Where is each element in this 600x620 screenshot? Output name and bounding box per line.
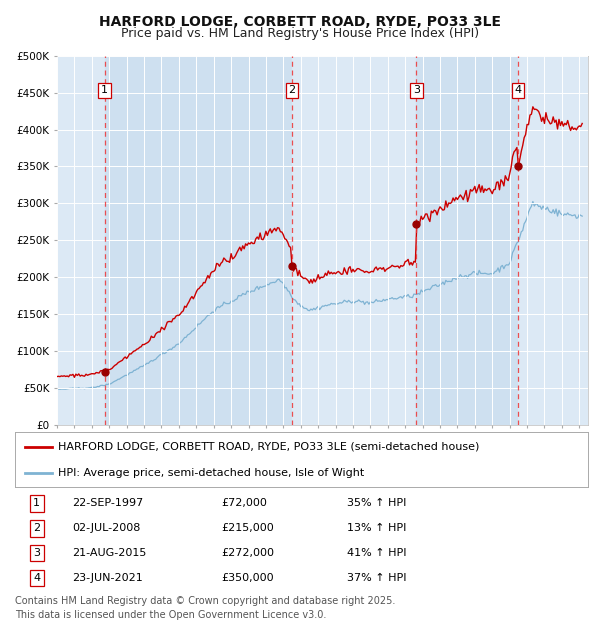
- Text: Contains HM Land Registry data © Crown copyright and database right 2025.
This d: Contains HM Land Registry data © Crown c…: [15, 596, 395, 619]
- Text: 2: 2: [33, 523, 40, 533]
- Text: £272,000: £272,000: [221, 548, 274, 558]
- Text: HARFORD LODGE, CORBETT ROAD, RYDE, PO33 3LE (semi-detached house): HARFORD LODGE, CORBETT ROAD, RYDE, PO33 …: [58, 442, 479, 452]
- Bar: [292, 56, 416, 425]
- Text: £350,000: £350,000: [221, 573, 274, 583]
- Bar: [57, 56, 104, 425]
- Text: 23-JUN-2021: 23-JUN-2021: [73, 573, 143, 583]
- Text: 35% ↑ HPI: 35% ↑ HPI: [347, 498, 407, 508]
- Bar: [518, 56, 588, 425]
- Text: 1: 1: [33, 498, 40, 508]
- Bar: [416, 56, 518, 425]
- Text: 02-JUL-2008: 02-JUL-2008: [73, 523, 140, 533]
- Text: 1: 1: [101, 86, 108, 95]
- Text: HPI: Average price, semi-detached house, Isle of Wight: HPI: Average price, semi-detached house,…: [58, 468, 364, 478]
- Text: HARFORD LODGE, CORBETT ROAD, RYDE, PO33 3LE: HARFORD LODGE, CORBETT ROAD, RYDE, PO33 …: [99, 15, 501, 29]
- Text: 3: 3: [413, 86, 420, 95]
- Text: Price paid vs. HM Land Registry's House Price Index (HPI): Price paid vs. HM Land Registry's House …: [121, 27, 479, 40]
- Text: £215,000: £215,000: [221, 523, 274, 533]
- Text: 4: 4: [514, 86, 521, 95]
- Text: 21-AUG-2015: 21-AUG-2015: [73, 548, 146, 558]
- Bar: [104, 56, 292, 425]
- Text: 3: 3: [33, 548, 40, 558]
- Text: 41% ↑ HPI: 41% ↑ HPI: [347, 548, 407, 558]
- Text: 13% ↑ HPI: 13% ↑ HPI: [347, 523, 407, 533]
- Text: 4: 4: [33, 573, 40, 583]
- Text: 2: 2: [289, 86, 296, 95]
- Text: 37% ↑ HPI: 37% ↑ HPI: [347, 573, 407, 583]
- Text: 22-SEP-1997: 22-SEP-1997: [73, 498, 143, 508]
- Text: £72,000: £72,000: [221, 498, 267, 508]
